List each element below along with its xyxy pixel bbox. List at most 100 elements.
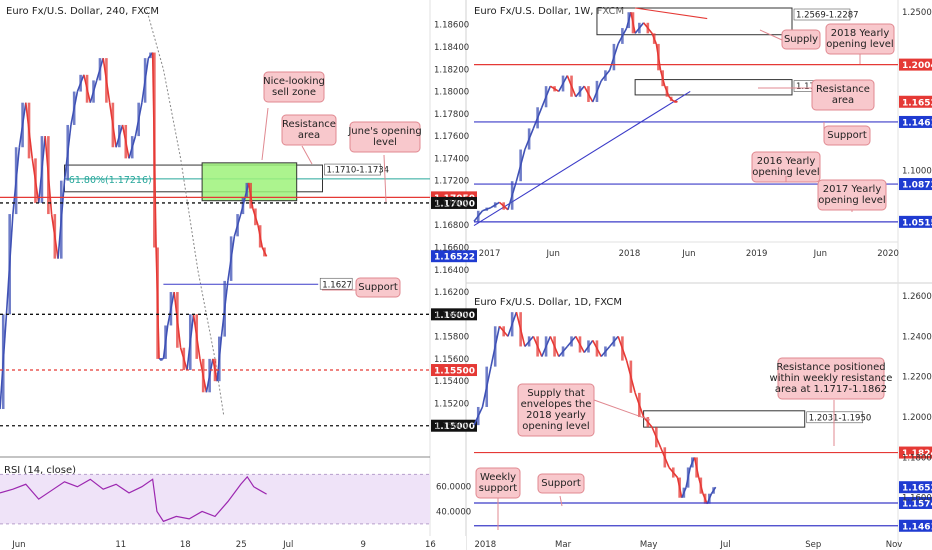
h4-callout-support-box bbox=[355, 277, 401, 298]
weekly-price-candle bbox=[638, 22, 641, 34]
weekly-red-trend-line bbox=[635, 7, 708, 20]
daily-price-candle bbox=[595, 340, 599, 357]
weekly-level-tag-bg bbox=[899, 58, 932, 71]
weekly-callout-resistance-text-1: area bbox=[832, 95, 854, 106]
weekly-zone-label: 1.2569-1.2287 bbox=[796, 11, 859, 21]
daily-callout-supply-box bbox=[517, 383, 595, 437]
daily-price-candle bbox=[621, 336, 624, 361]
daily-callout-resistance-text-1: within weekly resistance bbox=[770, 373, 893, 384]
h4-price-candle bbox=[27, 102, 31, 159]
weekly-level-tag-bg bbox=[899, 178, 932, 191]
weekly-zone-label-bg bbox=[793, 8, 851, 21]
daily-zone-label: 1.2031-1.1950 bbox=[809, 413, 872, 423]
h4-resistance-box-label-bg bbox=[324, 163, 381, 176]
weekly-price-candle bbox=[578, 86, 582, 97]
h4-price-candle bbox=[85, 74, 89, 103]
daily-callout-supply-text-1: envelopes the bbox=[521, 399, 592, 410]
h4-price-candle bbox=[156, 247, 159, 359]
daily-level-tag: 1.18240 bbox=[902, 449, 932, 459]
daily-price-candle bbox=[604, 346, 607, 357]
h4-callout-june-open-box bbox=[349, 121, 421, 153]
h4-callout-june-open-pointer bbox=[383, 154, 387, 203]
h4-price-candle bbox=[53, 214, 57, 259]
daily-price-candle bbox=[587, 340, 590, 353]
h4-price-tick: 1.15000 bbox=[434, 422, 469, 432]
h4-callout-sell-zone-text-0: Nice-looking bbox=[263, 76, 325, 87]
weekly-level-tag: 1.08730 bbox=[902, 181, 932, 191]
h4-current-price-tag-bg bbox=[431, 250, 477, 263]
daily-price-candle bbox=[570, 336, 573, 347]
h4-price-candle bbox=[105, 58, 108, 103]
weekly-price-candle bbox=[604, 70, 607, 81]
weekly-level-tag-bg bbox=[899, 215, 932, 228]
weekly-price-candle bbox=[476, 210, 480, 222]
h4-callout-sell-zone-pointer bbox=[261, 107, 269, 161]
h4-callout-resistance-box bbox=[281, 114, 337, 146]
h4-price-tick: 1.18400 bbox=[434, 43, 469, 53]
h4-price-candle bbox=[229, 236, 233, 281]
daily-price-candle bbox=[678, 477, 681, 498]
weekly-price-candle bbox=[561, 75, 565, 92]
weekly-price-candle bbox=[493, 202, 497, 208]
daily-price-candle bbox=[485, 366, 489, 407]
h4-price-candle bbox=[14, 147, 18, 215]
h4-callout-june-open-text-1: level bbox=[373, 137, 397, 148]
daily-time-tick: May bbox=[640, 540, 658, 550]
daily-price-candle bbox=[663, 447, 667, 468]
h4-time-tick: Jun bbox=[11, 540, 25, 550]
h4-price-candle bbox=[176, 292, 179, 348]
daily-price-candle bbox=[703, 493, 707, 504]
daily-level-tag-bg bbox=[899, 481, 932, 494]
h4-price-tick: 1.16000 bbox=[434, 310, 469, 320]
daily-price-candle bbox=[493, 326, 497, 367]
weekly-price-candle bbox=[669, 96, 673, 101]
daily-chart-title: Euro Fx/U.S. Dollar, 1D, FXCM bbox=[474, 297, 622, 308]
weekly-time-tick: 2018 bbox=[619, 249, 641, 259]
daily-time-tick: Jul bbox=[719, 540, 730, 550]
h4-callout-resistance-text-0: Resistance bbox=[282, 119, 336, 130]
h4-price-candle bbox=[111, 102, 115, 148]
h4-price-candle bbox=[201, 358, 205, 393]
weekly-callout-resistance-box bbox=[811, 79, 875, 111]
daily-zone-label-bg bbox=[806, 411, 864, 424]
weekly-price-candle bbox=[595, 80, 599, 102]
h4-price-tick: 1.18600 bbox=[434, 21, 469, 31]
weekly-callout-supply-pointer bbox=[759, 29, 783, 41]
h4-price-candle bbox=[72, 91, 76, 125]
daily-time-tick: Sep bbox=[805, 540, 821, 550]
h4-price-tick: 1.17400 bbox=[434, 154, 469, 164]
daily-price-tick: 1.22000 bbox=[902, 373, 932, 383]
daily-time-tick: Mar bbox=[555, 540, 572, 550]
h4-x-axis-bg bbox=[0, 536, 466, 550]
rsi-title: RSI (14, close) bbox=[4, 465, 76, 476]
weekly-level-tag-bg bbox=[899, 115, 932, 128]
daily-time-tick: 2018 bbox=[474, 540, 496, 550]
daily-price-tick: 1.26000 bbox=[902, 292, 932, 302]
daily-callout-resistance-text-0: Resistance positioned bbox=[776, 362, 885, 373]
daily-price-candle bbox=[691, 457, 694, 468]
h4-price-candle bbox=[159, 358, 163, 361]
daily-price-candle bbox=[553, 336, 556, 357]
h4-price-candle bbox=[118, 124, 121, 148]
h4-price-candle bbox=[59, 180, 63, 259]
h4-chart-title: Euro Fx/U.S. Dollar, 240, FXCM bbox=[6, 6, 159, 17]
h4-price-tick: 1.16400 bbox=[434, 266, 469, 276]
weekly-zone-box bbox=[634, 79, 793, 96]
h4-support-label: 1.1627 bbox=[322, 280, 352, 290]
daily-price-candle bbox=[638, 392, 641, 418]
h4-level-tag: 1.15000 bbox=[434, 422, 475, 432]
h4-price-candle bbox=[223, 280, 226, 337]
h4-price-tick: 1.16800 bbox=[434, 221, 469, 231]
daily-callout-support-text-0: Support bbox=[541, 478, 581, 489]
weekly-time-tick: Jun bbox=[813, 249, 827, 259]
h4-price-candle bbox=[249, 182, 252, 209]
rsi-tick-60: 60.0000 bbox=[436, 483, 471, 493]
h4-price-candle bbox=[254, 208, 257, 226]
h4-price-candle bbox=[169, 292, 173, 326]
h4-price-tick: 1.16600 bbox=[434, 243, 469, 253]
daily-level-tag: 1.14610 bbox=[902, 522, 932, 532]
rsi-tick-40: 40.0000 bbox=[436, 507, 471, 517]
h4-level-tag-bg bbox=[431, 308, 477, 321]
daily-price-candle bbox=[578, 336, 582, 353]
weekly-price-candle bbox=[519, 149, 522, 182]
